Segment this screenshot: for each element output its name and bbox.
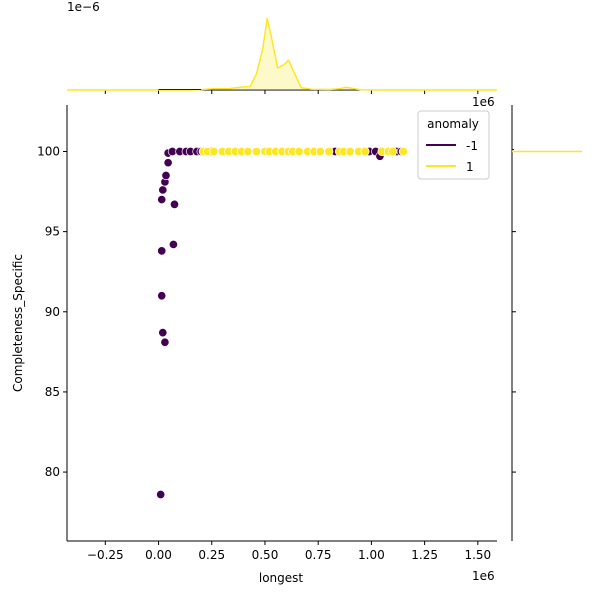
x-tick-label: 0.50 [252, 548, 279, 562]
point-series--1 [156, 489, 166, 500]
point-series-1 [243, 146, 253, 157]
point-series-1 [388, 146, 398, 157]
legend-entry-1: 1 [466, 160, 474, 174]
legend-title: anomaly [427, 117, 479, 131]
x-tick-label: 1.00 [358, 548, 385, 562]
point-series-1 [294, 146, 304, 157]
point-series-1 [315, 146, 325, 157]
x-tick-label: 0.25 [198, 548, 225, 562]
point-series--1 [161, 170, 171, 181]
point-series-1 [398, 146, 408, 157]
kde-fill-series-1 [67, 18, 497, 90]
marginal-y-offset-label: 1e−6 [67, 0, 100, 14]
point-series--1 [157, 291, 167, 301]
point-series--1 [157, 195, 167, 205]
point-series--1 [157, 246, 167, 256]
point-series-1 [209, 146, 219, 157]
y-tick-label: 90 [45, 305, 60, 319]
y-tick-label: 95 [45, 225, 60, 239]
y-axis-label: Completeness_Specific [11, 254, 25, 392]
x-tick-label: 1.25 [411, 548, 438, 562]
y-tick-label: 80 [45, 465, 60, 479]
legend: anomaly -1 1 [417, 110, 490, 180]
main-axes: −0.25 0.00 0.25 0.50 0.75 1.00 1.25 1.50 80 85 90 9… [37, 105, 497, 562]
point-series-1 [345, 146, 355, 157]
x-tick-label: 0.00 [145, 548, 172, 562]
y-tick-label: 85 [45, 385, 60, 399]
point-series-1 [251, 146, 262, 157]
marginal-x-offset-label: 1e6 [472, 95, 495, 109]
point-series--1 [158, 328, 168, 338]
point-series--1 [158, 185, 168, 195]
x-offset-label: 1e6 [472, 569, 495, 583]
marginal-y-axes [511, 105, 582, 541]
legend-entry-neg1: -1 [466, 139, 478, 153]
x-tick-label: 0.75 [305, 548, 332, 562]
y-tick-label: 100 [37, 144, 60, 158]
point-series--1 [169, 199, 180, 209]
point-series--1 [168, 239, 178, 250]
point-series-1 [324, 146, 334, 157]
point-series-1 [360, 146, 370, 157]
point-series--1 [160, 337, 170, 347]
marginal-x-axes [67, 17, 497, 94]
x-tick-label: −0.25 [87, 548, 124, 562]
kde-line-series-1 [67, 17, 497, 91]
x-tick-label: 1.50 [464, 548, 491, 562]
x-axis-label: longest [259, 571, 304, 585]
point-series--1 [163, 158, 173, 168]
